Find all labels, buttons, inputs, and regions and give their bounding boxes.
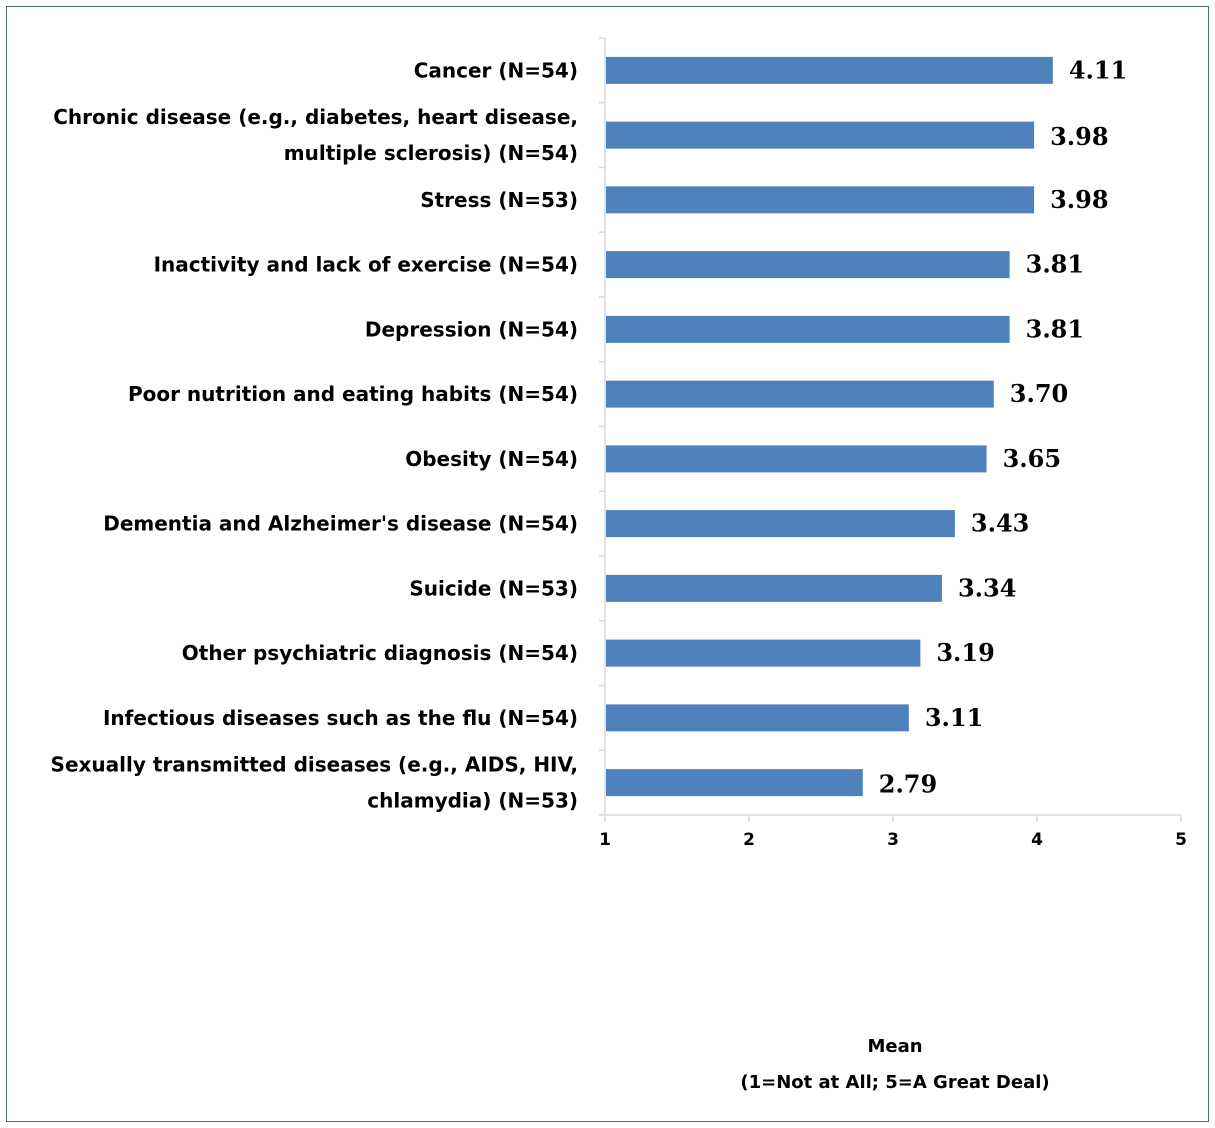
bar (606, 639, 921, 667)
x-tick-label: 1 (599, 830, 611, 850)
bar (606, 315, 1010, 343)
bar (606, 769, 863, 797)
category-label: Other psychiatric diagnosis (N=54) (182, 641, 578, 665)
bar (606, 121, 1035, 149)
data-label: 3.81 (1026, 314, 1084, 343)
bar (606, 56, 1053, 84)
labels-layer: 1 2 3 4 5 4.11 Cancer (N=54) 3.98 Chronic diseas… (51, 55, 1187, 850)
bar (606, 186, 1035, 214)
category-label: multiple sclerosis) (N=54) (284, 141, 578, 165)
data-label: 3.98 (1050, 122, 1108, 151)
data-label: 3.65 (1003, 444, 1061, 473)
category-label: Obesity (N=54) (405, 447, 578, 471)
category-label: Inactivity and lack of exercise (N=54) (154, 253, 578, 277)
category-label: Poor nutrition and eating habits (N=54) (128, 382, 578, 406)
bars-layer (606, 56, 1053, 797)
category-label: Sexually transmitted diseases (e.g., AID… (51, 753, 578, 777)
data-label: 3.70 (1010, 379, 1068, 408)
category-label: Infectious diseases such as the flu (N=5… (103, 706, 578, 730)
data-label: 3.11 (925, 703, 983, 732)
axis-layer (599, 37, 1182, 822)
x-tick-label: 3 (887, 830, 899, 850)
category-label: Dementia and Alzheimer's disease (N=54) (103, 512, 578, 536)
data-label: 4.11 (1069, 55, 1127, 84)
bar (606, 380, 994, 408)
data-label: 3.98 (1050, 185, 1108, 214)
data-label: 3.81 (1026, 250, 1084, 279)
category-label: Chronic disease (e.g., diabetes, heart d… (53, 105, 578, 129)
data-label: 3.34 (958, 573, 1016, 602)
x-tick-label: 5 (1175, 830, 1187, 850)
data-label: 2.79 (879, 770, 937, 799)
category-label: Suicide (N=53) (409, 576, 578, 600)
bar (606, 445, 987, 473)
category-label: Depression (N=54) (365, 317, 578, 341)
bar (606, 251, 1010, 279)
x-tick-label: 2 (743, 830, 755, 850)
x-axis-title-line-1: Mean (867, 1036, 922, 1057)
bar (606, 510, 955, 538)
category-label: Stress (N=53) (420, 188, 578, 212)
bar (606, 574, 942, 602)
category-label: chlamydia) (N=53) (367, 789, 578, 813)
x-axis-title-line-2: (1=Not at All; 5=A Great Deal) (740, 1072, 1049, 1093)
data-label: 3.19 (936, 638, 994, 667)
category-label: Cancer (N=54) (414, 58, 578, 82)
bar (606, 704, 909, 732)
data-label: 3.43 (971, 509, 1029, 538)
x-tick-label: 4 (1031, 830, 1043, 850)
